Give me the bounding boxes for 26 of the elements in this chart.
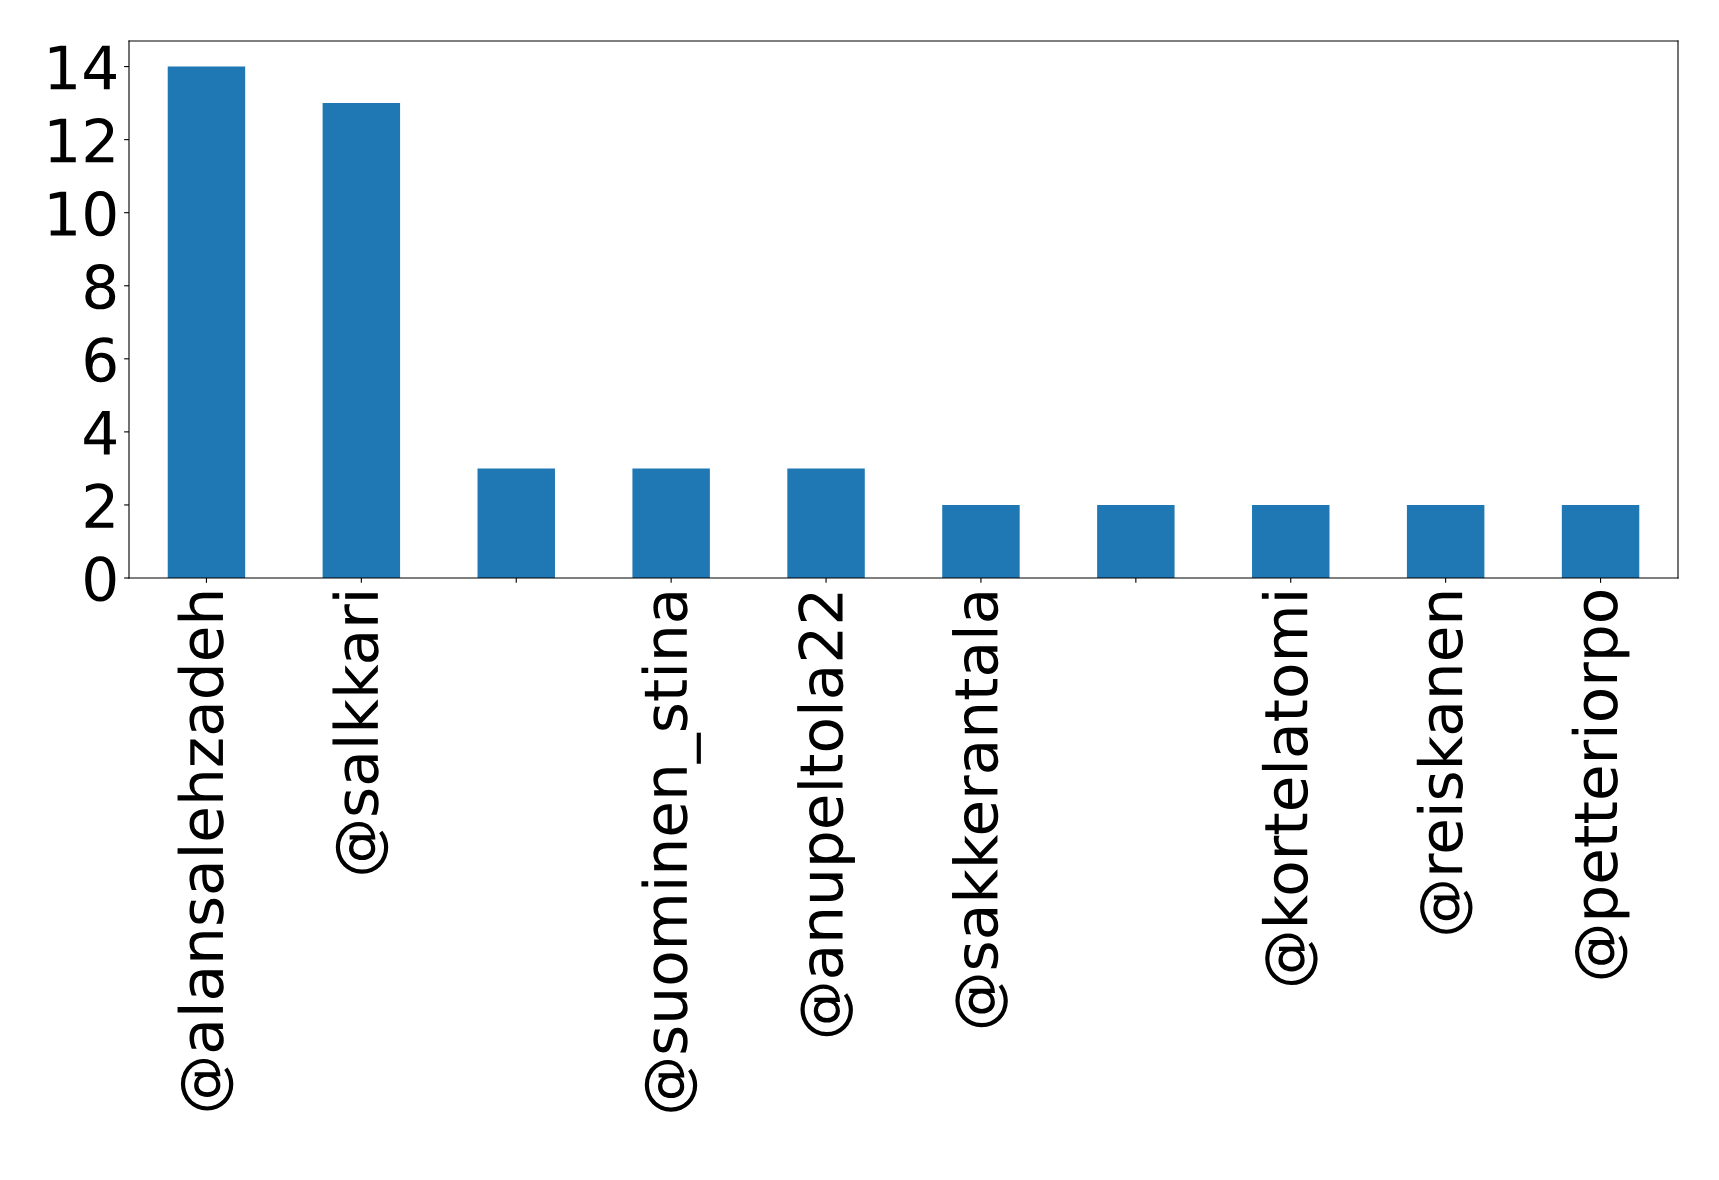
bar: [477, 468, 555, 578]
bar: [787, 468, 865, 578]
y-tick-label: 10: [49, 191, 116, 237]
bar: [1097, 504, 1175, 578]
y-tick-label: 12: [49, 118, 114, 163]
x-tick-label: @sakkerantala: [952, 593, 1008, 1028]
y-tick-label: 4: [84, 411, 116, 455]
y-tick-label: 14: [49, 45, 116, 90]
bar: [942, 504, 1020, 578]
y-tick-label: 2: [85, 483, 114, 528]
y-tick-label: 8: [85, 264, 116, 310]
x-tick-label: @suominen_stina: [641, 593, 701, 1112]
x-tick-label: @reiskanen: [1416, 592, 1473, 934]
x-tick-label: @alansalehzadeh: [177, 592, 234, 1111]
x-tick-label: @salkkari: [332, 593, 389, 874]
bar: [1406, 504, 1485, 578]
bar: [1252, 504, 1330, 578]
bar: [1561, 504, 1640, 578]
x-tick-label: @anupeltola22: [797, 593, 855, 1037]
x-tick-label: @petteriorpo: [1571, 591, 1630, 979]
bar: [322, 103, 401, 578]
bar: [167, 66, 246, 578]
x-tick-label: @kortelatomi: [1261, 593, 1318, 986]
y-tick-label: 6: [85, 337, 116, 383]
y-tick-label: 0: [85, 556, 116, 602]
bar: [632, 468, 710, 578]
